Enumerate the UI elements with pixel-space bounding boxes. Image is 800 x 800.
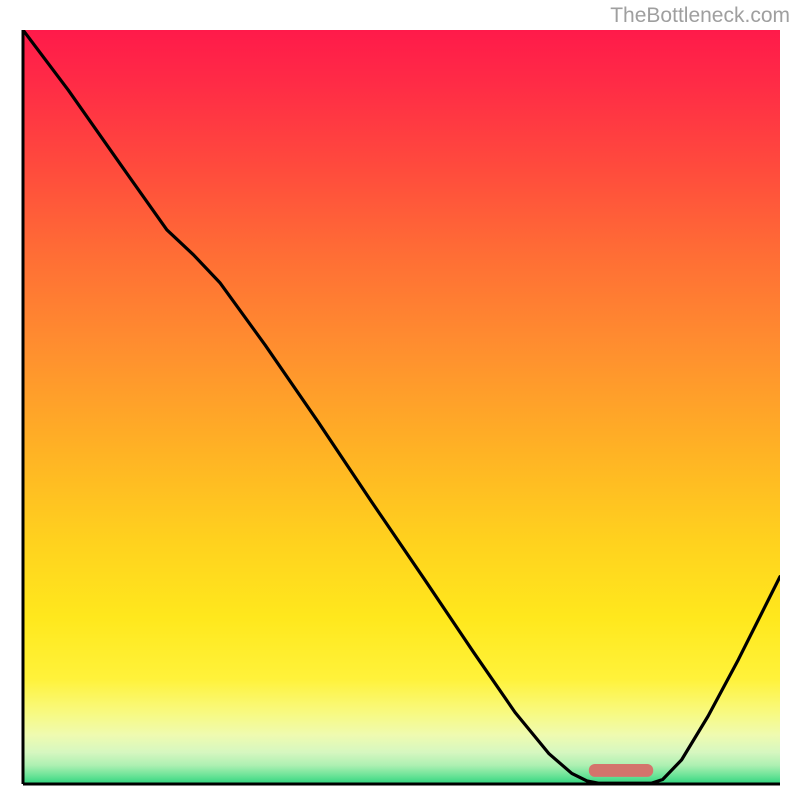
optimal-indicator	[589, 764, 653, 777]
chart-background	[23, 30, 780, 784]
chart-container: TheBottleneck.com	[0, 0, 800, 800]
bottleneck-chart	[0, 0, 800, 800]
watermark-text: TheBottleneck.com	[610, 4, 790, 28]
